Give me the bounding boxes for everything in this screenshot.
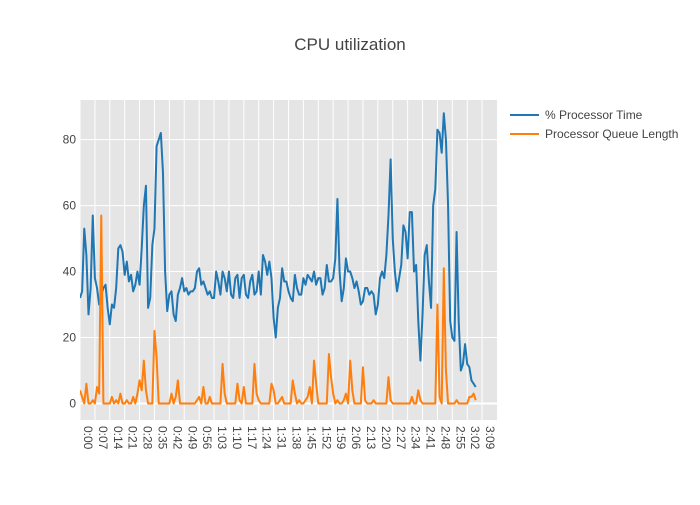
y-tick-label: 80 [63, 133, 77, 147]
x-tick-label: 1:17 [245, 426, 259, 450]
y-tick-label: 0 [69, 397, 76, 411]
x-tick-label: 0:35 [155, 426, 169, 450]
x-tick-label: 2:55 [453, 426, 467, 450]
legend-label: Processor Queue Length [545, 127, 678, 141]
x-tick-label: 2:13 [364, 426, 378, 450]
x-tick-label: 1:52 [319, 426, 333, 450]
x-tick-label: 0:42 [170, 426, 184, 450]
x-tick-label: 2:27 [394, 426, 408, 450]
series-line-processor-time[interactable] [80, 112, 477, 388]
legend-item[interactable]: Processor Queue Length [510, 127, 678, 141]
x-tick-label: 0:07 [96, 426, 110, 450]
x-tick-label: 0:14 [111, 426, 125, 450]
y-tick-label: 20 [63, 331, 77, 345]
y-tick-label: 60 [63, 199, 77, 213]
legend-item[interactable]: % Processor Time [510, 108, 643, 122]
x-tick-labels: 0:00 0:07 0:14 0:21 0:28 0:35 0:42 0:49 0:56 1:03… [81, 426, 497, 450]
x-tick-label: 2:06 [349, 426, 363, 450]
chart-title: CPU utilization [294, 35, 406, 54]
legend-label: % Processor Time [545, 108, 643, 122]
x-tick-label: 0:56 [200, 426, 214, 450]
x-tick-label: 2:48 [438, 426, 452, 450]
legend: % Processor Time Processor Queue Length [510, 108, 678, 141]
x-tick-label: 3:02 [468, 426, 482, 450]
x-tick-label: 0:49 [185, 426, 199, 450]
x-tick-label: 1:10 [230, 426, 244, 450]
x-tick-label: 0:21 [126, 426, 140, 450]
y-tick-labels: 0 20 40 60 80 [63, 133, 77, 411]
x-tick-label: 1:24 [260, 426, 274, 450]
x-tick-label: 0:00 [81, 426, 95, 450]
x-tick-label: 2:20 [379, 426, 393, 450]
x-tick-label: 0:28 [141, 426, 155, 450]
x-tick-label: 1:03 [215, 426, 229, 450]
x-tick-label: 3:09 [483, 426, 497, 450]
x-tick-label: 1:31 [275, 426, 289, 450]
x-tick-label: 2:34 [409, 426, 423, 450]
series-layer [80, 112, 477, 405]
x-tick-label: 2:41 [424, 426, 438, 450]
x-tick-label: 1:59 [334, 426, 348, 450]
y-tick-label: 40 [63, 265, 77, 279]
series-line-processor-queue-length[interactable] [80, 214, 477, 405]
x-tick-label: 1:38 [290, 426, 304, 450]
x-tick-label: 1:45 [304, 426, 318, 450]
